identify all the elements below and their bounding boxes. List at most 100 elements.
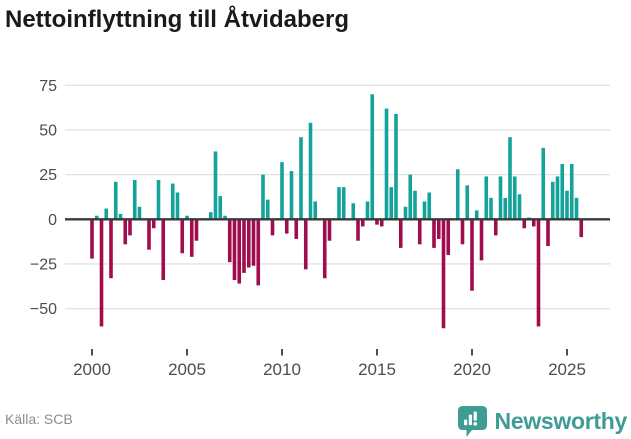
bar-negative: [303, 219, 308, 270]
bar-positive: [465, 185, 470, 220]
bar-negative: [432, 219, 436, 248]
bar-positive: [261, 174, 265, 220]
bar-negative: [242, 219, 246, 273]
bar-negative: [161, 219, 166, 281]
bar-negative: [470, 219, 474, 291]
bar-positive: [132, 180, 137, 220]
bar-positive: [560, 163, 565, 220]
bar-positive: [370, 94, 375, 220]
bar-negative: [356, 219, 360, 241]
bar-negative: [493, 219, 498, 236]
newsworthy-logo[interactable]: Newsworthy: [457, 405, 627, 438]
bar-positive: [308, 122, 313, 220]
bar-positive: [351, 203, 356, 220]
bar-negative: [99, 219, 104, 327]
bar-negative: [270, 219, 275, 236]
bar-positive: [512, 176, 517, 220]
bar-negative: [441, 219, 446, 329]
bar-negative: [327, 219, 332, 241]
bar-negative: [379, 219, 384, 227]
bar-negative: [151, 219, 156, 229]
bar-positive: [550, 181, 555, 220]
bar-negative: [360, 219, 365, 227]
bar-positive: [389, 187, 394, 220]
bar-positive: [156, 180, 161, 220]
bar-negative: [460, 219, 465, 245]
bar-positive: [289, 171, 294, 220]
bar-positive: [455, 169, 460, 220]
y-tick-label: 75: [39, 78, 57, 95]
bar-negative: [375, 219, 379, 225]
bar-negative: [237, 219, 242, 284]
bar-positive: [569, 163, 574, 220]
x-tick-label: 2000: [73, 360, 111, 379]
bar-positive: [413, 190, 417, 220]
bar-positive: [113, 181, 118, 220]
bar-positive: [574, 197, 579, 220]
bar-negative: [536, 219, 541, 327]
bar-negative: [446, 219, 451, 256]
y-tick-label: 0: [48, 212, 57, 229]
bar-positive: [94, 215, 99, 220]
bar-negative: [227, 219, 232, 263]
bar-positive: [175, 192, 180, 220]
y-tick-label: −25: [30, 256, 57, 273]
bar-positive: [365, 201, 370, 220]
bar-positive: [137, 206, 142, 220]
bar-positive: [280, 162, 284, 220]
bar-positive: [337, 187, 341, 220]
bar-positive: [422, 201, 427, 220]
bar-positive: [484, 176, 489, 220]
bar-positive: [508, 137, 512, 220]
bar-positive: [489, 197, 493, 220]
bar-positive: [118, 213, 123, 220]
bar-positive: [341, 187, 346, 220]
bar-negative: [189, 219, 194, 257]
bar-negative: [232, 219, 237, 281]
bar-negative: [246, 219, 251, 268]
bar-negative: [284, 219, 289, 234]
bar-positive: [218, 196, 223, 220]
bar-positive: [265, 199, 270, 220]
x-tick-label: 2025: [548, 360, 586, 379]
bar-positive: [503, 197, 508, 220]
bar-negative: [436, 219, 441, 239]
bar-positive: [408, 174, 413, 220]
x-tick-label: 2020: [453, 360, 491, 379]
bar-negative: [531, 219, 536, 227]
bar-positive: [555, 176, 560, 220]
y-tick-label: −50: [30, 301, 57, 318]
bar-positive: [384, 108, 389, 220]
bar-negative: [180, 219, 185, 254]
bar-positive: [403, 206, 408, 220]
newsworthy-badge-icon: [457, 405, 488, 438]
bar-positive: [517, 194, 522, 220]
bar-negative: [90, 219, 94, 259]
bar-positive: [299, 137, 303, 220]
bar-negative: [522, 219, 527, 229]
bar-negative: [417, 219, 422, 245]
bar-negative: [322, 219, 327, 279]
x-tick-label: 2005: [168, 360, 206, 379]
bar-positive: [498, 176, 503, 220]
y-tick-label: 50: [39, 123, 57, 140]
net-migration-bar-chart: 75 50 25 0 −25 −50 2000 2005 2010 2015 2020 2025: [30, 78, 610, 379]
bar-negative: [479, 219, 484, 261]
bar-positive: [541, 147, 546, 220]
bar-positive: [213, 151, 218, 220]
bar-positive: [565, 190, 569, 220]
bar-negative: [256, 219, 261, 286]
bar-negative: [128, 219, 132, 236]
chart-title: Nettoinflyttning till Åtvidaberg: [5, 6, 349, 33]
bar-negative: [294, 219, 299, 239]
bar-negative: [398, 219, 403, 248]
bar-positive: [185, 215, 189, 220]
bar-positive: [394, 113, 398, 220]
bar-negative: [194, 219, 199, 241]
newsworthy-wordmark: Newsworthy: [494, 408, 628, 434]
x-tick-label: 2015: [358, 360, 396, 379]
x-tick-label: 2010: [263, 360, 301, 379]
bar-negative: [579, 219, 584, 238]
bar-positive: [427, 192, 432, 220]
